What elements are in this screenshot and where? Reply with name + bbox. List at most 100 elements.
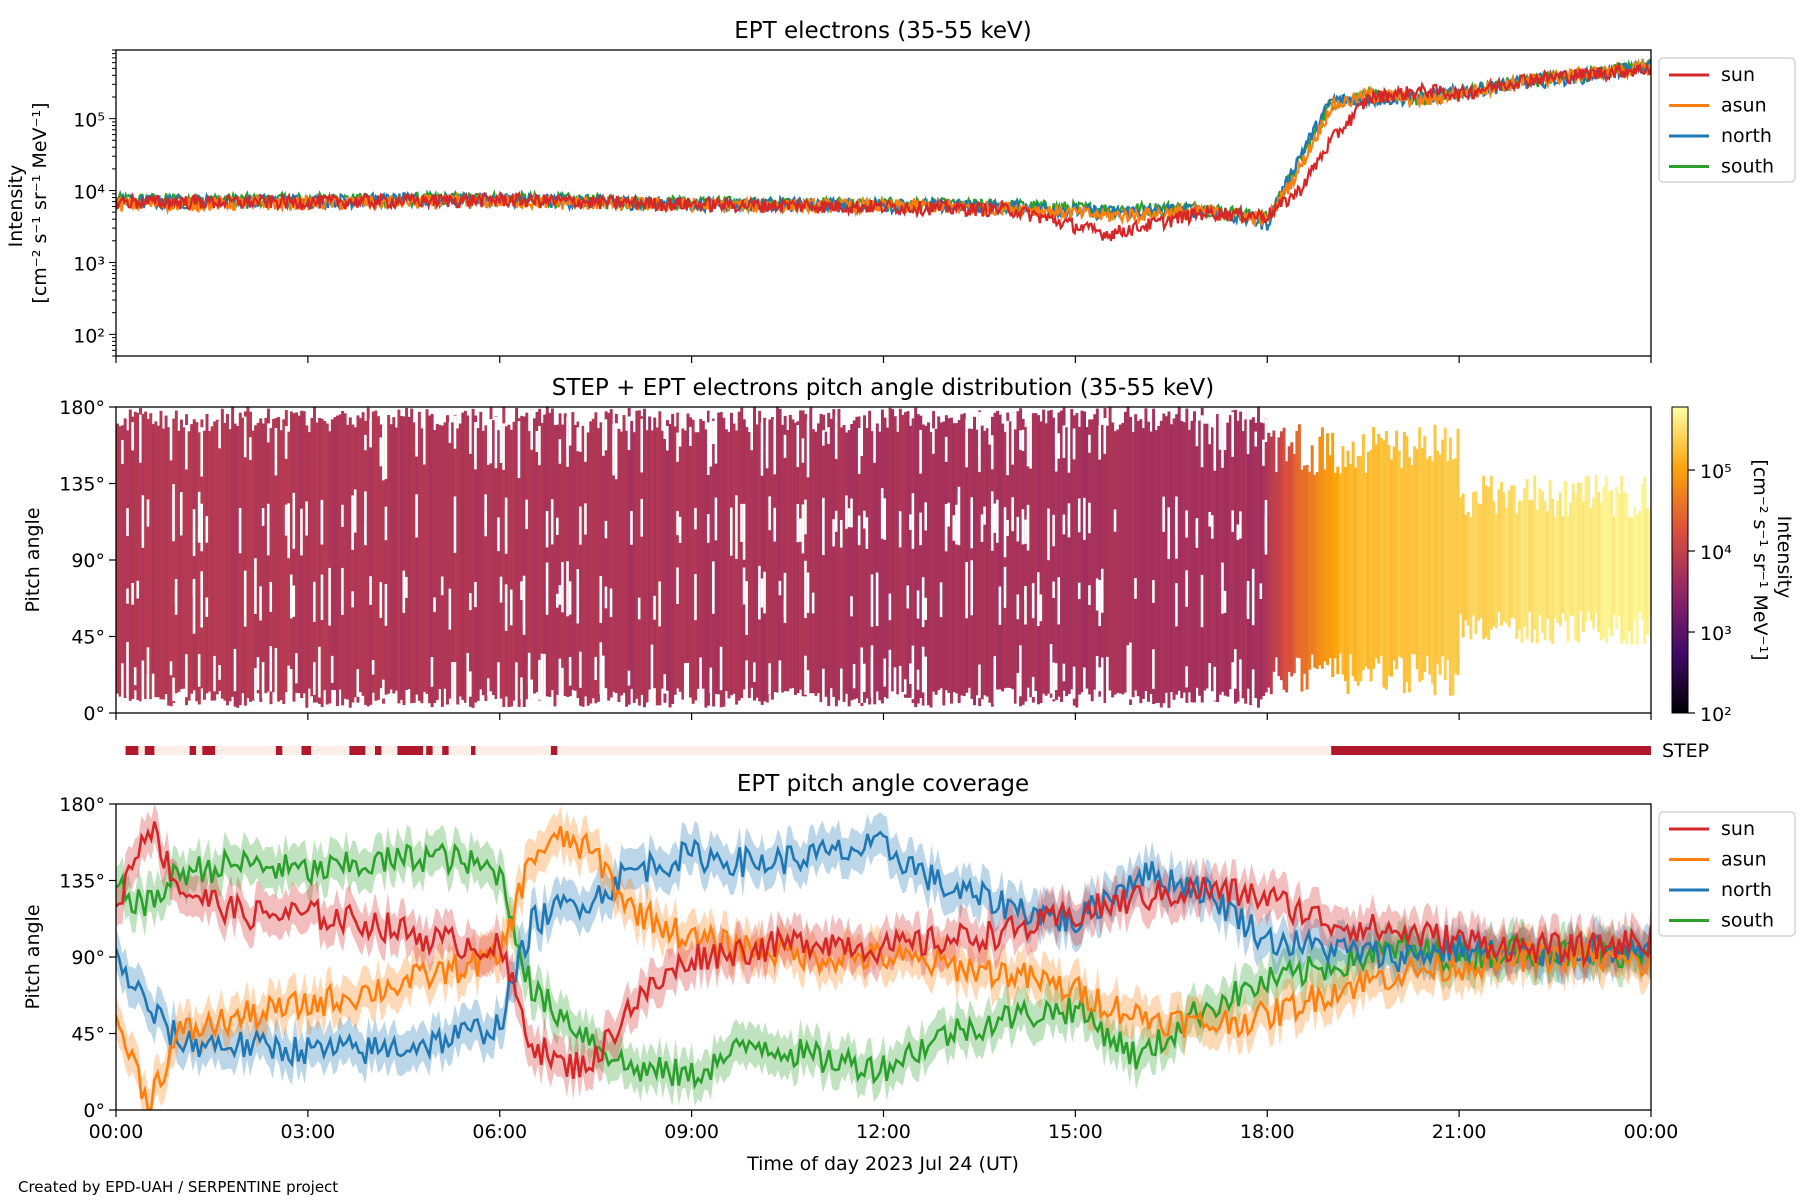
heatmap-gap bbox=[1100, 657, 1105, 699]
heatmap-column bbox=[530, 409, 534, 699]
heatmap-column bbox=[627, 408, 631, 705]
heatmap-gap bbox=[515, 672, 519, 698]
heatmap-gap bbox=[1231, 510, 1235, 532]
coverage-line-asun bbox=[116, 825, 1651, 1110]
heatmap-column bbox=[146, 418, 150, 703]
heatmap-gap bbox=[369, 576, 373, 605]
panel1-ylabel: Intensity [cm⁻² s⁻¹ sr⁻¹ MeV⁻¹] bbox=[5, 102, 51, 303]
heatmap-column bbox=[591, 418, 595, 699]
heatmap-column bbox=[745, 427, 749, 702]
step-interval bbox=[375, 746, 382, 755]
heatmap-gap bbox=[568, 417, 572, 446]
heatmap-gap bbox=[287, 665, 291, 713]
heatmap-column bbox=[814, 431, 818, 696]
heatmap-gap bbox=[898, 511, 902, 548]
step-strip-bars bbox=[125, 746, 1651, 755]
heatmap-gap bbox=[382, 679, 386, 699]
legend-label-north: north bbox=[1721, 125, 1772, 147]
heatmap-column bbox=[1308, 471, 1312, 670]
heatmap-column bbox=[1108, 407, 1112, 691]
heatmap-gap bbox=[806, 670, 810, 709]
heatmap-gap bbox=[845, 495, 849, 529]
heatmap-column bbox=[438, 425, 442, 690]
heatmap-column bbox=[215, 419, 219, 695]
heatmap-gap bbox=[371, 660, 375, 675]
heatmap-gap bbox=[676, 432, 680, 462]
heatmap-gap bbox=[289, 669, 294, 708]
heatmap-gap bbox=[1003, 507, 1007, 558]
heatmap-column bbox=[1441, 439, 1445, 657]
heatmap-column bbox=[474, 415, 478, 703]
heatmap-column bbox=[747, 432, 751, 698]
heatmap-column bbox=[768, 419, 772, 695]
heatmap-column bbox=[1354, 467, 1358, 682]
heatmap-gap bbox=[604, 419, 608, 451]
heatmap-column bbox=[1533, 475, 1537, 630]
panel2-title: STEP + EPT electrons pitch angle distrib… bbox=[552, 375, 1214, 401]
x-tick-label: 03:00 bbox=[280, 1121, 335, 1143]
heatmap-gap bbox=[750, 422, 754, 451]
heatmap-column bbox=[397, 409, 401, 704]
heatmap-gap bbox=[1213, 422, 1217, 471]
heatmap-column bbox=[174, 410, 178, 694]
heatmap-column bbox=[1333, 472, 1337, 659]
heatmap-gap bbox=[1100, 568, 1105, 613]
heatmap-column bbox=[1231, 410, 1235, 699]
y-tick-label: 10² bbox=[73, 325, 105, 347]
heatmap-gap bbox=[453, 662, 457, 713]
heatmap-gap bbox=[489, 419, 493, 464]
heatmap-column bbox=[878, 431, 882, 701]
heatmap-column bbox=[149, 413, 153, 700]
heatmap-column bbox=[594, 412, 598, 704]
heatmap-gap bbox=[1175, 502, 1179, 559]
heatmap-gap bbox=[448, 422, 452, 443]
step-interval bbox=[275, 746, 283, 755]
heatmap-column bbox=[1083, 411, 1087, 689]
heatmap-gap bbox=[530, 409, 534, 450]
heatmap-column bbox=[318, 418, 322, 704]
heatmap-column bbox=[727, 431, 731, 699]
heatmap-column bbox=[1341, 446, 1345, 675]
heatmap-gap bbox=[131, 422, 135, 451]
heatmap-column bbox=[875, 423, 879, 692]
heatmap-gap bbox=[980, 514, 984, 542]
heatmap-column bbox=[1410, 465, 1414, 655]
heatmap-column bbox=[834, 429, 838, 707]
heatmap-gap bbox=[256, 657, 260, 690]
heatmap-gap bbox=[773, 419, 777, 475]
heatmap-column bbox=[1123, 411, 1127, 693]
heatmap-gap bbox=[1052, 514, 1056, 547]
heatmap-gap bbox=[804, 560, 808, 619]
y-tick-label: 10⁴ bbox=[73, 182, 105, 204]
panel4-plot-area bbox=[116, 804, 1651, 1110]
heatmap-column bbox=[389, 424, 393, 690]
heatmap-column bbox=[1517, 501, 1521, 630]
heatmap-gap bbox=[172, 491, 176, 542]
heatmap-column bbox=[668, 423, 672, 708]
heatmap-gap bbox=[356, 669, 360, 697]
heatmap-column bbox=[545, 407, 549, 697]
heatmap-column bbox=[985, 428, 989, 697]
heatmap-column bbox=[673, 426, 677, 695]
heatmap-gap bbox=[469, 593, 473, 611]
heatmap-column bbox=[379, 424, 383, 689]
heatmap-column bbox=[1315, 471, 1319, 669]
heatmap-gap bbox=[811, 592, 815, 614]
heatmap-column bbox=[1257, 407, 1260, 708]
heatmap-column bbox=[1466, 511, 1470, 626]
heatmap-column bbox=[200, 419, 204, 689]
heatmap-column bbox=[1589, 507, 1593, 621]
heatmap-column bbox=[1144, 408, 1148, 691]
heatmap-gap bbox=[924, 656, 928, 706]
heatmap-gap bbox=[1062, 425, 1066, 458]
heatmap-gap bbox=[499, 426, 503, 463]
heatmap-gap bbox=[719, 646, 723, 691]
heatmap-column bbox=[369, 426, 373, 705]
heatmap-gap bbox=[126, 641, 130, 698]
heatmap-gap bbox=[146, 499, 150, 527]
heatmap-column bbox=[750, 427, 754, 688]
heatmap-gap bbox=[609, 588, 613, 618]
heatmap-gap bbox=[1072, 428, 1076, 458]
heatmap-column bbox=[660, 430, 664, 689]
legend-box bbox=[1658, 57, 1796, 183]
